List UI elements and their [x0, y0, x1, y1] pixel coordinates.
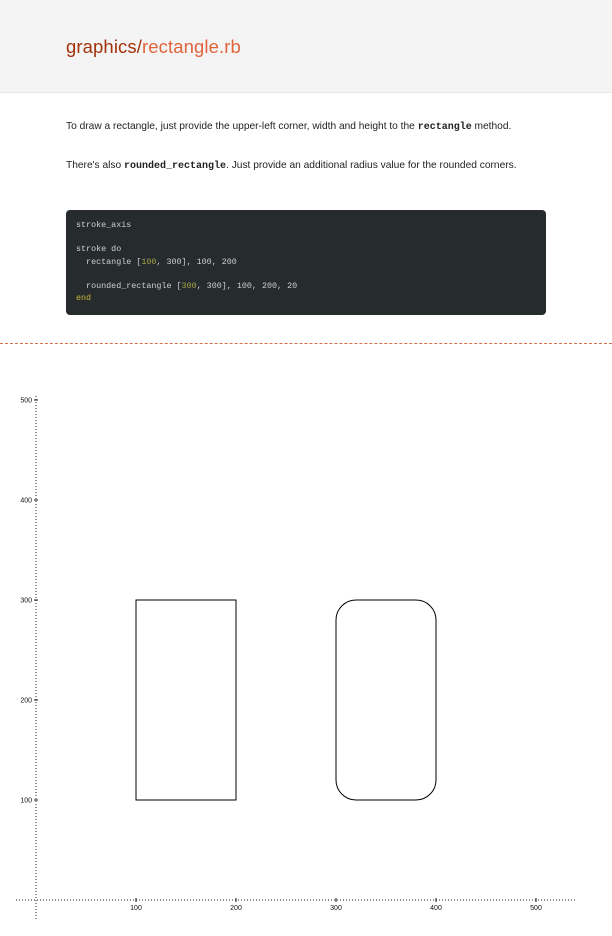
section-divider	[0, 343, 612, 344]
page-header: graphics/rectangle.rb	[0, 0, 612, 93]
code-line-4-b: , 300], 100, 200	[156, 256, 237, 267]
rounded-rectangle-shape	[335, 599, 437, 801]
code-line-6-number: 300	[181, 280, 197, 291]
y-tick-label-300: 300	[20, 598, 32, 605]
code-line-6-a: rounded_rectangle [	[76, 280, 182, 291]
y-tick-label-200: 200	[20, 698, 32, 705]
title-filename: rectangle.rb	[141, 36, 241, 57]
drawn-shapes	[135, 599, 437, 801]
y-tick-label-500: 500	[20, 398, 32, 405]
p1-text-before: To draw a rectangle, just provide the up…	[66, 121, 418, 132]
x-tick-label-400: 400	[430, 905, 442, 912]
p2-text-after: . Just provide an additional radius valu…	[226, 160, 517, 171]
intro-paragraph-rounded: There's also rounded_rectangle. Just pro…	[66, 159, 546, 173]
code-line-6: rounded_rectangle [300, 300], 100, 200, …	[76, 280, 536, 292]
rectangle-shape	[135, 599, 237, 801]
p2-text-before: There's also	[66, 160, 125, 171]
page-title: graphics/rectangle.rb	[66, 36, 241, 58]
p2-code-rounded-rectangle: rounded_rectangle	[124, 161, 227, 172]
code-line-7: end	[76, 293, 92, 304]
p1-code-rectangle: rectangle	[417, 122, 472, 133]
code-line-4-a: rectangle [	[76, 256, 142, 267]
code-line-4: rectangle [100, 300], 100, 200	[76, 256, 536, 268]
code-line-6-b: , 300], 100, 200, 20	[196, 280, 298, 291]
x-tick-label-100: 100	[130, 905, 142, 912]
x-tick-label-500: 500	[530, 905, 542, 912]
y-tick-label-100: 100	[20, 798, 32, 805]
title-directory: graphics/	[66, 36, 142, 57]
y-tick-label-400: 400	[20, 498, 32, 505]
code-line-1: stroke_axis	[76, 220, 132, 230]
x-tick-label-200: 200	[230, 905, 242, 912]
code-block: stroke_axis stroke do rectangle [100, 300…	[66, 210, 546, 315]
p1-text-after: method.	[471, 121, 512, 132]
stroke-axis: 100 200 300 400 500 100 200 300 400 500	[16, 396, 576, 920]
code-line-3: stroke do	[76, 244, 122, 255]
code-line-4-number: 100	[141, 256, 157, 267]
intro-paragraph-rectangle: To draw a rectangle, just provide the up…	[66, 120, 546, 134]
x-tick-label-300: 300	[330, 905, 342, 912]
